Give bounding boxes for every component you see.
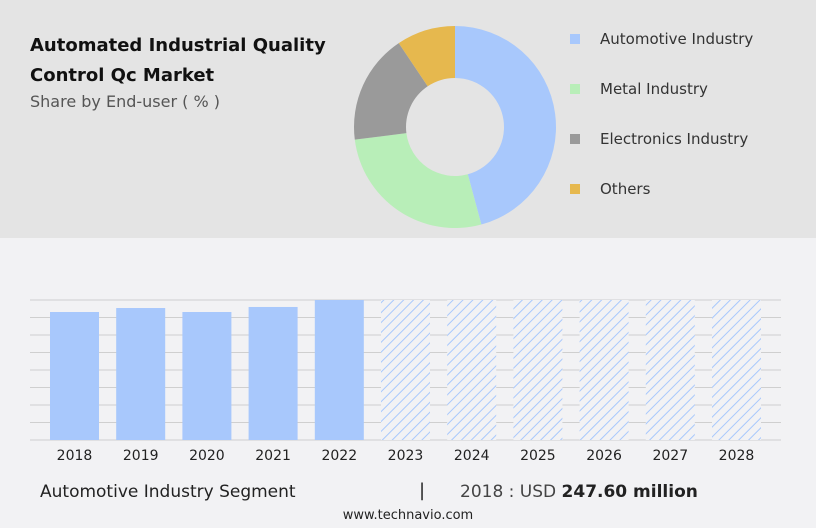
x-tick-label: 2028 [719, 448, 755, 464]
forecast-bar-2023 [381, 300, 430, 440]
x-tick-label: 2023 [388, 448, 424, 464]
x-tick-label: 2027 [652, 448, 688, 464]
x-tick-label: 2020 [189, 448, 225, 464]
bar-2018 [50, 311, 99, 440]
legend-label: Electronics Industry [600, 130, 749, 148]
site-url: www.technavio.com [342, 508, 474, 523]
forecast-bar-2024 [447, 300, 497, 440]
bar-2022 [314, 300, 364, 440]
legend-swatch [570, 134, 580, 144]
x-tick-label: 2019 [123, 448, 159, 464]
bar-2021 [248, 306, 298, 440]
x-tick-label: 2021 [255, 448, 291, 464]
segment-value: 2018 : USD 247.60 million [460, 482, 698, 502]
chart-title: Automated Industrial Quality Control Qc … [30, 35, 326, 86]
legend-item: Electronics Industry [570, 114, 753, 164]
bar-2020 [182, 311, 232, 440]
legend-item: Others [570, 164, 753, 214]
forecast-bar-2028 [712, 300, 761, 440]
legend: Automotive Industry Metal Industry Elect… [570, 14, 753, 214]
legend-label: Automotive Industry [600, 30, 754, 48]
forecast-bar-2025 [513, 300, 563, 440]
forecast-bar-2026 [579, 300, 629, 440]
x-tick-label: 2026 [586, 448, 622, 464]
x-tick-label: 2024 [454, 448, 490, 464]
legend-label: Metal Industry [600, 80, 708, 98]
legend-swatch [570, 84, 580, 94]
value-label: 247.60 million [561, 482, 698, 502]
legend-item: Automotive Industry [570, 14, 753, 64]
forecast-bar-2027 [645, 300, 695, 440]
bar-2019 [116, 308, 166, 440]
separator: | [419, 480, 426, 501]
legend-swatch [570, 34, 580, 44]
x-tick-label: 2018 [57, 448, 93, 464]
x-tick-label: 2022 [321, 448, 357, 464]
legend-item: Metal Industry [570, 64, 753, 114]
year-label: 2018 : USD [460, 482, 557, 502]
legend-swatch [570, 184, 580, 194]
legend-label: Others [600, 180, 651, 198]
x-tick-label: 2025 [520, 448, 556, 464]
segment-label: Automotive Industry Segment [40, 482, 296, 502]
chart-subtitle: Share by End-user ( % ) [30, 92, 220, 111]
